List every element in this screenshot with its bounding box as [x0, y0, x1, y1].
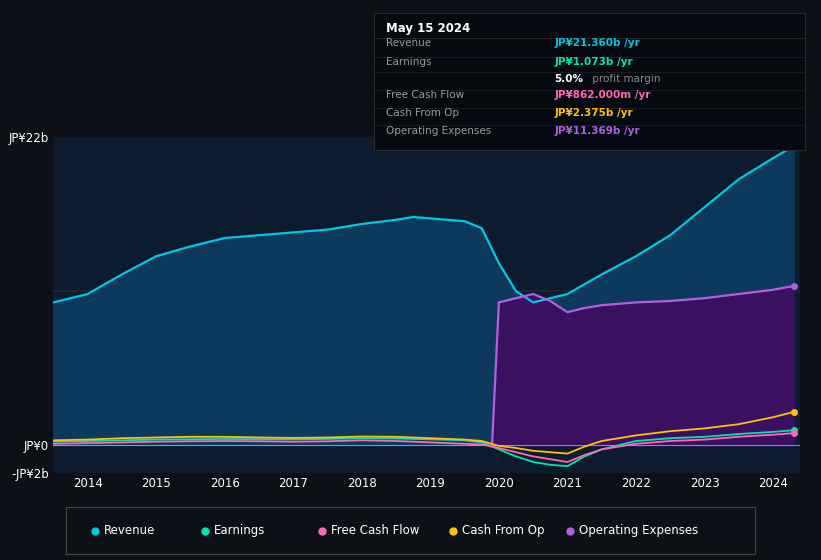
Text: JP¥1.073b /yr: JP¥1.073b /yr [555, 57, 633, 67]
Text: Free Cash Flow: Free Cash Flow [387, 90, 465, 100]
Text: JP¥862.000m /yr: JP¥862.000m /yr [555, 90, 651, 100]
Text: 5.0%: 5.0% [555, 74, 584, 84]
Text: profit margin: profit margin [589, 74, 661, 84]
Text: Operating Expenses: Operating Expenses [580, 524, 699, 537]
Text: Revenue: Revenue [387, 38, 432, 48]
Text: Revenue: Revenue [103, 524, 155, 537]
Text: Operating Expenses: Operating Expenses [387, 126, 492, 136]
Text: JP¥2.375b /yr: JP¥2.375b /yr [555, 108, 633, 118]
Text: Earnings: Earnings [214, 524, 265, 537]
Text: Earnings: Earnings [387, 57, 432, 67]
Text: Free Cash Flow: Free Cash Flow [331, 524, 420, 537]
Text: Cash From Op: Cash From Op [387, 108, 460, 118]
Text: JP¥21.360b /yr: JP¥21.360b /yr [555, 38, 640, 48]
Text: May 15 2024: May 15 2024 [387, 22, 470, 35]
Text: JP¥11.369b /yr: JP¥11.369b /yr [555, 126, 640, 136]
Text: Cash From Op: Cash From Op [462, 524, 544, 537]
